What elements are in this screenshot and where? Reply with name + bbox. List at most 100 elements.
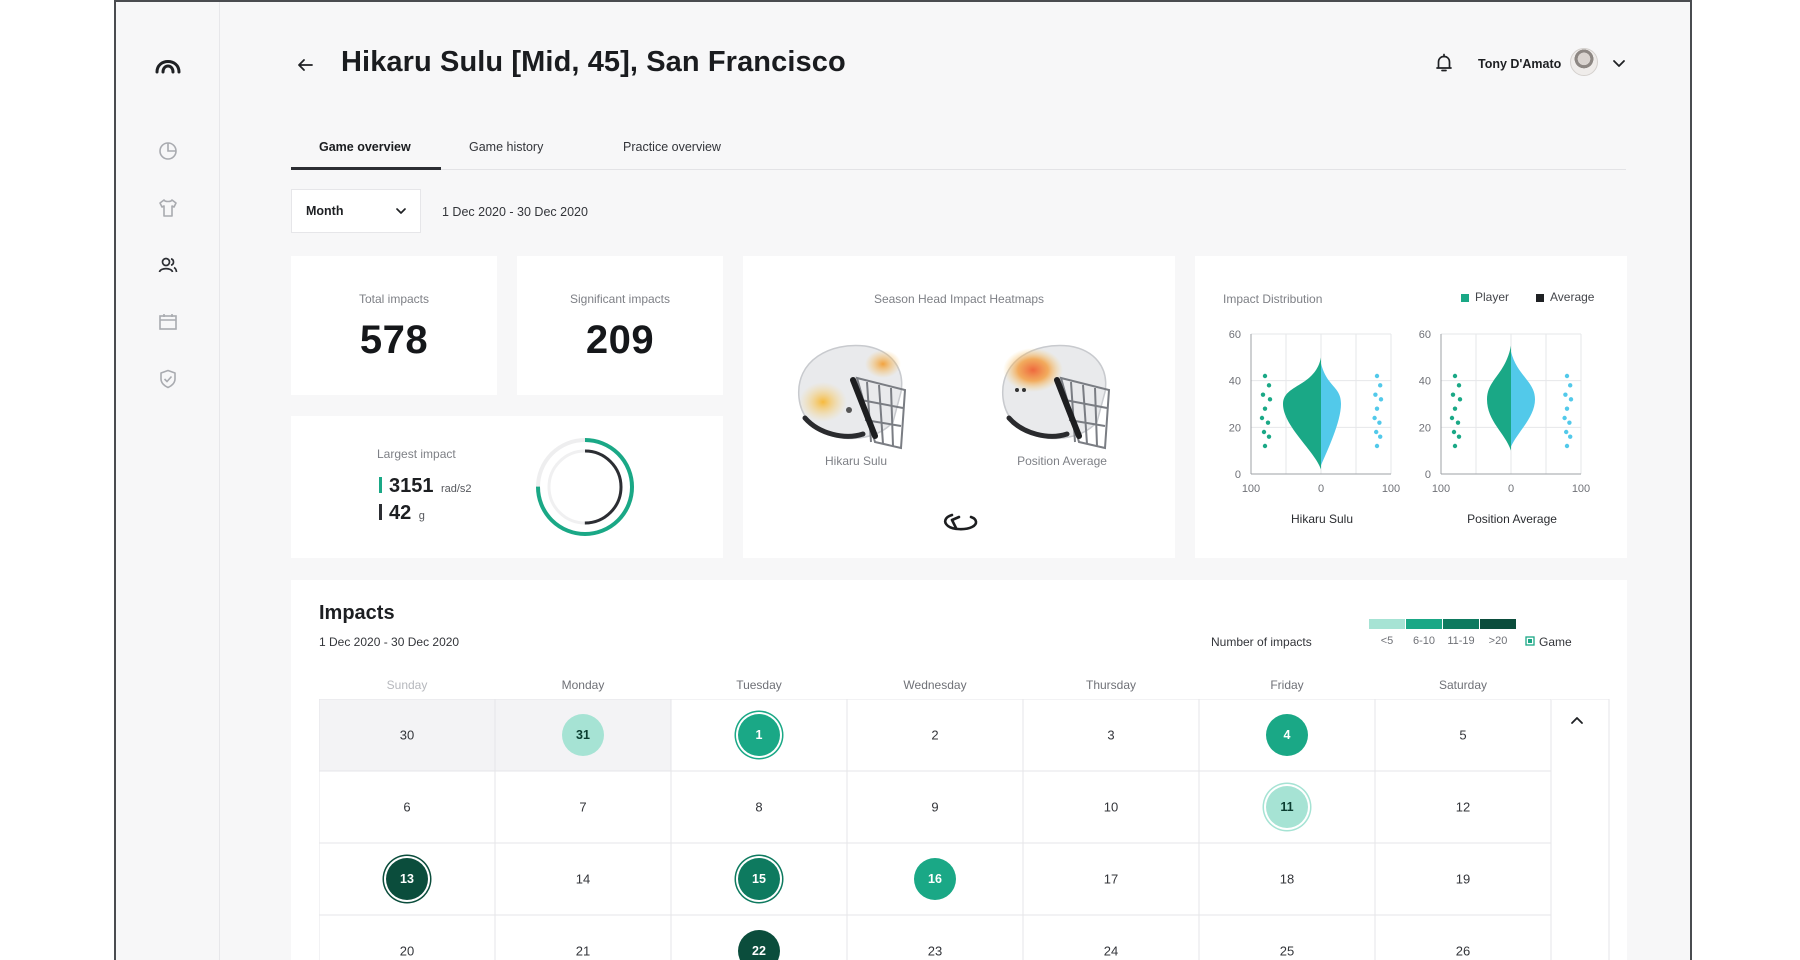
users-icon[interactable] <box>157 254 179 276</box>
dot-player <box>1262 443 1268 449</box>
legend-count-title: Number of impacts <box>1211 635 1312 649</box>
logo-icon[interactable] <box>152 48 184 80</box>
dot-player <box>1265 420 1271 425</box>
helmet-average <box>1002 344 1111 450</box>
calendar-day[interactable]: 5 <box>1459 727 1467 743</box>
calendar-day[interactable]: 3 <box>1107 727 1115 743</box>
rotate-icon[interactable] <box>941 508 979 536</box>
calendar-day[interactable]: 14 <box>575 871 591 887</box>
calendar-day[interactable]: 24 <box>1103 943 1119 959</box>
calendar-day[interactable]: 7 <box>579 799 587 815</box>
dot-player <box>1451 429 1457 435</box>
dot-average <box>1378 434 1383 439</box>
dot-average <box>1564 429 1569 435</box>
dot-average <box>1378 397 1384 402</box>
calendar-day-game[interactable]: 22 <box>738 930 780 960</box>
tab-practice-overview[interactable]: Practice overview <box>623 140 721 154</box>
calendar-day-game[interactable]: 15 <box>738 858 780 900</box>
calendar-day[interactable]: 10 <box>1103 799 1119 815</box>
calendar-day[interactable]: 20 <box>399 943 415 959</box>
legend-bin-label: <5 <box>1380 635 1394 647</box>
calendar-day[interactable]: 25 <box>1279 943 1295 959</box>
dot-average <box>1378 383 1383 388</box>
dot-average <box>1568 434 1573 439</box>
game-marker-icon <box>1525 636 1535 646</box>
dot-player <box>1267 397 1273 402</box>
calendar-day[interactable]: 21 <box>575 943 591 959</box>
calendar-day[interactable]: 19 <box>1455 871 1471 887</box>
significant-impacts-card: Significant impacts 209 <box>517 256 723 395</box>
dot-average <box>1372 415 1377 421</box>
dot-average <box>1564 443 1570 449</box>
impact-distribution-card: Impact Distribution Player Average 0 20 40… <box>1195 256 1627 558</box>
tab-game-history[interactable]: Game history <box>469 140 544 154</box>
calendar-day-game[interactable]: 13 <box>386 858 428 900</box>
legend-bin-swatch <box>1443 619 1479 629</box>
calendar-day[interactable]: 9 <box>931 799 939 815</box>
calendar-icon[interactable] <box>157 311 179 333</box>
legend-average-label: Average <box>1550 290 1595 304</box>
tab-bar: Game overview Game history Practice over… <box>291 130 1626 170</box>
violin-player <box>1487 345 1511 451</box>
calendar-day-game[interactable]: 31 <box>562 714 604 756</box>
heatmaps-title: Season Head Impact Heatmaps <box>873 292 1045 306</box>
calendar-day[interactable]: 2 <box>931 727 939 743</box>
y-tick-label: 60 <box>1419 329 1431 341</box>
dot-average <box>1374 406 1380 411</box>
calendar-day-game[interactable]: 11 <box>1266 786 1308 828</box>
legend-player: Player <box>1461 290 1509 304</box>
rotational-unit: rad/s2 <box>440 483 472 495</box>
ring-progress-inner <box>547 449 623 525</box>
dot-player <box>1261 429 1267 435</box>
dot-average <box>1377 420 1382 425</box>
calendar-day[interactable]: 18 <box>1279 871 1295 887</box>
user-name[interactable]: Tony D'Amato <box>1478 57 1562 71</box>
total-impacts-value: 578 <box>359 318 429 362</box>
dot-average <box>1564 406 1570 411</box>
jersey-icon[interactable] <box>157 197 179 219</box>
calendar-day[interactable]: 26 <box>1455 943 1471 959</box>
x-tick-label: 100 <box>1572 483 1590 494</box>
dot-average <box>1373 392 1378 397</box>
dot-player <box>1266 434 1272 439</box>
avatar[interactable] <box>1570 48 1598 76</box>
legend-bin-label: >20 <box>1488 635 1508 647</box>
y-tick-label: 40 <box>1419 376 1431 388</box>
dot-average <box>1563 392 1568 397</box>
calendar-day[interactable]: 30 <box>399 727 415 743</box>
bell-icon[interactable] <box>1432 51 1456 75</box>
calendar-day-game[interactable]: 16 <box>914 858 956 900</box>
calendar-day[interactable]: 23 <box>927 943 943 959</box>
back-arrow-icon[interactable] <box>292 52 318 78</box>
calendar-day[interactable]: 17 <box>1103 871 1119 887</box>
dot-player <box>1457 397 1463 402</box>
tab-game-overview[interactable]: Game overview <box>319 140 411 154</box>
dot-player <box>1266 383 1272 388</box>
calendar-day-game[interactable]: 1 <box>738 714 780 756</box>
period-select[interactable]: Month <box>291 189 421 233</box>
chevron-down-icon[interactable] <box>1610 54 1628 72</box>
legend-bin-swatch <box>1406 619 1442 629</box>
calendar-day[interactable]: 8 <box>755 799 763 815</box>
calendar-day-game[interactable]: 4 <box>1266 714 1308 756</box>
heatmaps-card: Season Head Impact Heatmaps Hikaru <box>743 256 1175 558</box>
weekday-header: Sunday <box>386 678 428 692</box>
heatmap-left-label: Hikaru Sulu <box>824 454 888 468</box>
weekday-header: Tuesday <box>736 678 782 692</box>
dashboard-icon[interactable] <box>157 140 179 162</box>
legend-bin-label: 6-10 <box>1412 635 1436 647</box>
distribution-title: Impact Distribution <box>1223 292 1323 306</box>
largest-impact-card: Largest impact 3151 rad/s2 42 g <box>291 416 723 558</box>
legend-bin-swatch <box>1369 619 1405 629</box>
violin-average <box>1511 351 1535 447</box>
calendar-day[interactable]: 6 <box>403 799 411 815</box>
chevron-up-icon[interactable] <box>1568 712 1586 730</box>
calendar-day[interactable]: 12 <box>1455 799 1471 815</box>
shield-icon[interactable] <box>157 368 179 390</box>
period-select-value: Month <box>306 204 344 218</box>
x-tick-label: 100 <box>1242 483 1260 494</box>
weekday-header: Saturday <box>1438 678 1488 692</box>
linear-marker <box>379 504 382 520</box>
